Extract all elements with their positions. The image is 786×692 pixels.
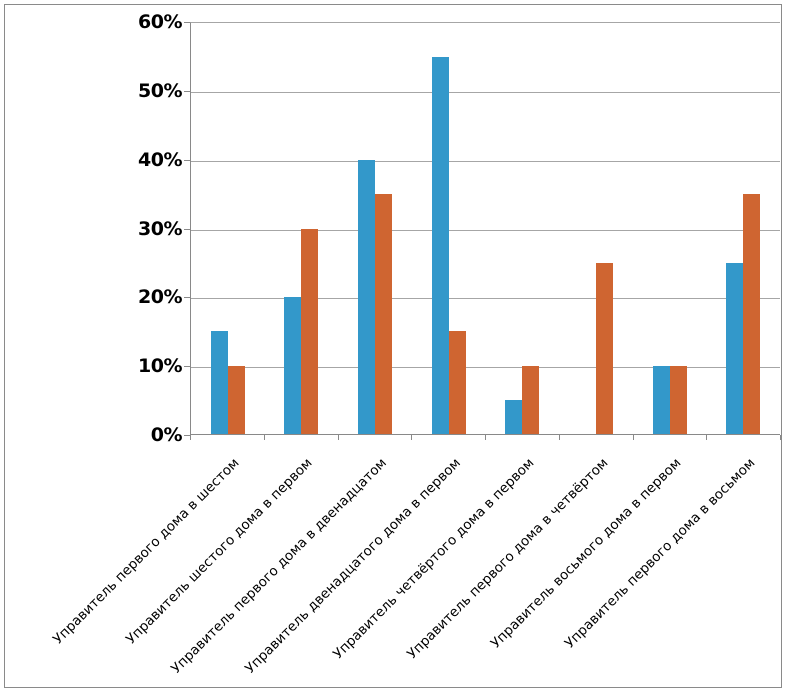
bar-group [486, 23, 560, 434]
bar-group [559, 23, 633, 434]
orange-series-bar [375, 194, 393, 434]
blue-series-bar [505, 399, 523, 434]
y-tick-label: 10% [138, 355, 182, 378]
blue-series-bar [431, 57, 449, 434]
y-tick-mark [184, 228, 190, 230]
bar-group [338, 23, 412, 434]
gridline [191, 229, 780, 231]
y-tick-label: 0% [150, 424, 183, 446]
x-tick-mark [337, 435, 339, 440]
plot-area [190, 22, 780, 435]
orange-series-bar [522, 365, 540, 434]
gridline [191, 298, 780, 300]
x-tick-mark [632, 435, 634, 440]
bars-layer [191, 23, 780, 434]
x-tick-mark [485, 435, 486, 440]
x-tick-mark [190, 435, 191, 440]
y-tick-mark [184, 435, 190, 436]
orange-series-bar [743, 194, 761, 434]
blue-series-bar [210, 331, 228, 434]
blue-series-bar [726, 262, 744, 434]
bar-group [265, 23, 339, 434]
orange-series-bar [227, 365, 245, 434]
x-tick-mark [780, 435, 781, 440]
chart-frame: 60% 50% 40% 30% 20% 10% 0% Управитель первого … [4, 4, 782, 688]
blue-series-bar [652, 365, 670, 434]
y-tick-label: 20% [138, 286, 182, 309]
y-tick-mark [184, 297, 190, 299]
orange-series-bar [669, 365, 687, 434]
gridline [191, 367, 780, 369]
y-tick-label: 60% [138, 11, 182, 33]
x-tick-mark [411, 435, 413, 440]
x-tick-mark [706, 435, 708, 440]
orange-series-bar [595, 262, 613, 434]
y-tick-label: 40% [138, 148, 182, 171]
bar-group [412, 23, 486, 434]
y-tick-mark [184, 90, 190, 92]
blue-series-bar [358, 160, 376, 434]
bar-group [706, 23, 780, 434]
orange-series-bar [448, 331, 466, 434]
gridline [191, 160, 780, 162]
bar-group [633, 23, 707, 434]
y-tick-label: 50% [138, 79, 182, 102]
y-tick-mark [184, 22, 190, 23]
orange-series-bar [301, 228, 319, 434]
x-tick-mark [263, 435, 265, 440]
blue-series-bar [284, 297, 302, 434]
bar-group [191, 23, 265, 434]
x-tick-mark [558, 435, 560, 440]
y-tick-mark [184, 366, 190, 368]
y-tick-label: 30% [138, 217, 182, 240]
gridline [191, 91, 780, 93]
y-tick-mark [184, 159, 190, 161]
